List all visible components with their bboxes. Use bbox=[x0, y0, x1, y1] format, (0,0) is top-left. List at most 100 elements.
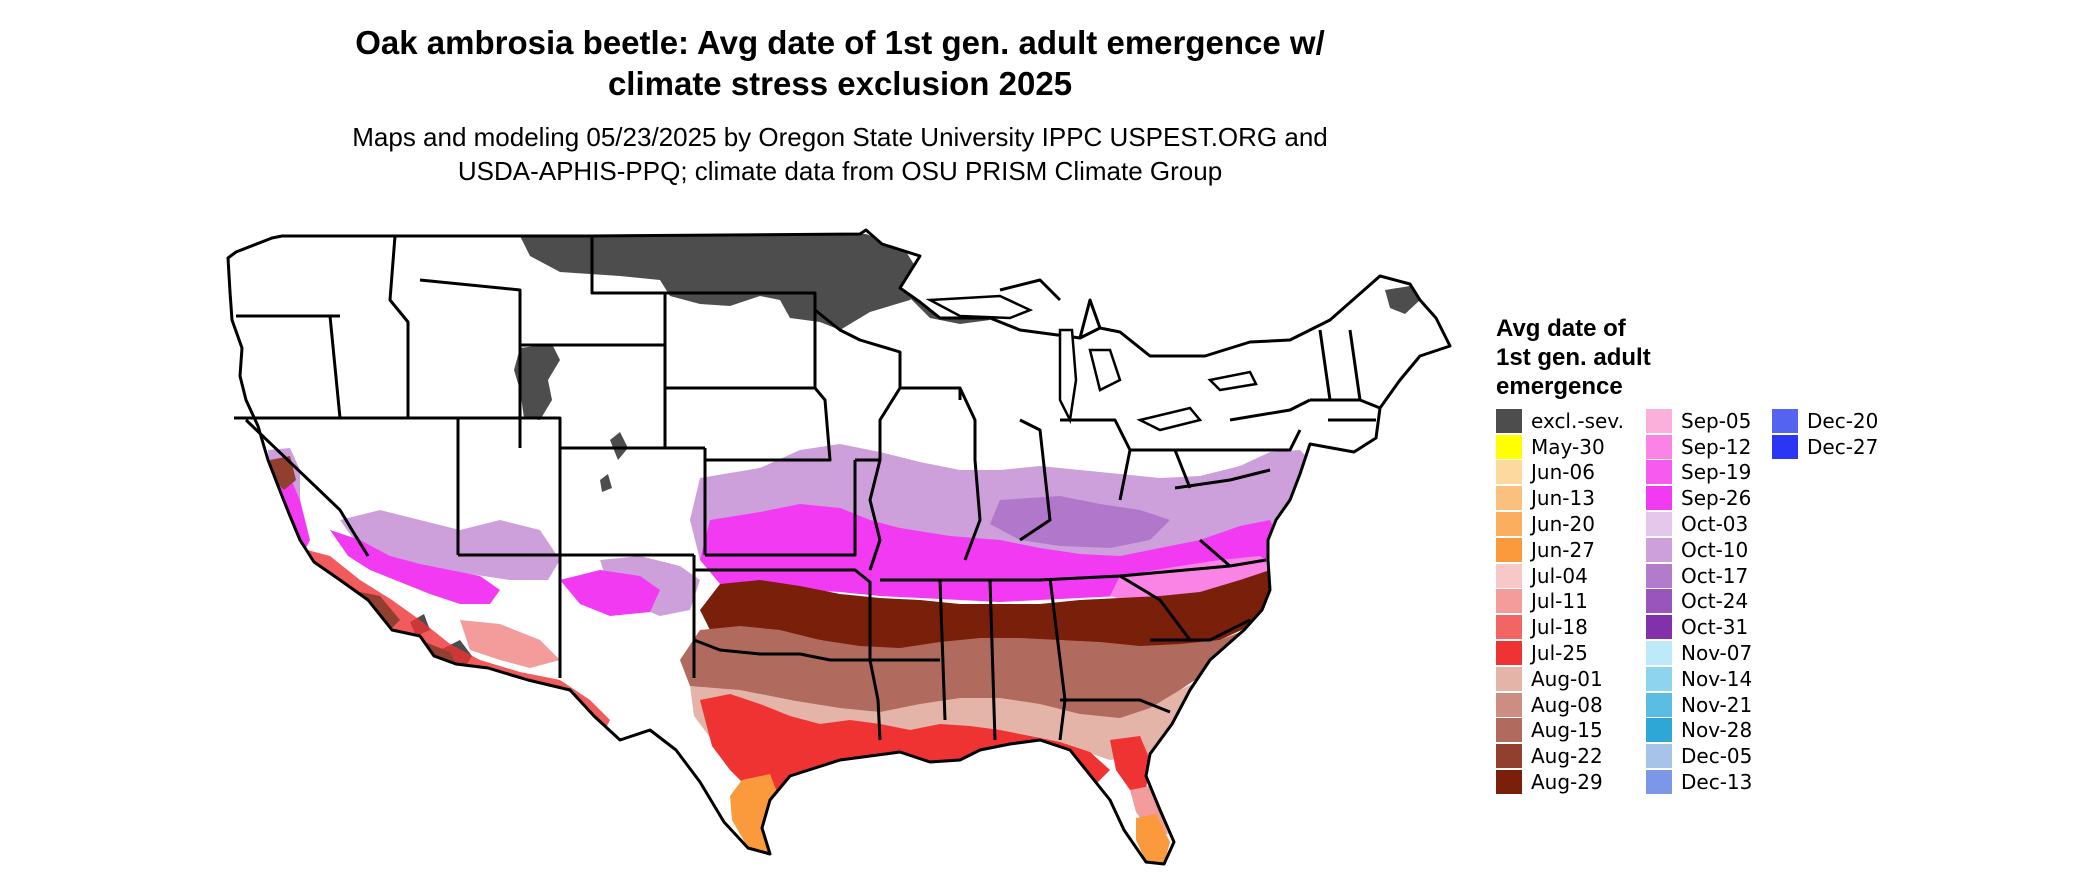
legend-swatch bbox=[1496, 718, 1522, 743]
legend-swatch bbox=[1496, 744, 1522, 769]
legend-swatch bbox=[1646, 770, 1672, 795]
legend-swatch bbox=[1646, 589, 1672, 614]
oct-zone-west bbox=[268, 448, 700, 616]
legend-title: Avg date of 1st gen. adult emergence bbox=[1496, 314, 1736, 401]
legend-item: Jun-20 bbox=[1496, 511, 1624, 537]
legend-swatch bbox=[1496, 408, 1522, 433]
legend-label: Dec-13 bbox=[1681, 770, 1753, 795]
legend-swatch bbox=[1496, 692, 1522, 717]
legend-swatch bbox=[1646, 486, 1672, 511]
legend-item: Jun-06 bbox=[1496, 460, 1624, 486]
sep-zone-west bbox=[262, 468, 660, 616]
legend-label: Nov-14 bbox=[1681, 666, 1753, 691]
legend-item: Sep-19 bbox=[1646, 460, 1752, 486]
legend-label: Jul-18 bbox=[1531, 615, 1588, 640]
legend-item: Nov-28 bbox=[1646, 718, 1752, 744]
map-title: Oak ambrosia beetle: Avg date of 1st gen… bbox=[260, 22, 1420, 104]
legend-item: Aug-15 bbox=[1496, 718, 1624, 744]
legend-label: Nov-07 bbox=[1681, 641, 1753, 666]
legend-swatch bbox=[1496, 460, 1522, 485]
legend-label: Aug-01 bbox=[1531, 666, 1603, 691]
legend-label: Oct-31 bbox=[1681, 615, 1749, 640]
legend-item: Jun-13 bbox=[1496, 485, 1624, 511]
oct-zone-deep bbox=[990, 496, 1170, 548]
great-lakes bbox=[925, 294, 1258, 432]
legend-item: Jun-27 bbox=[1496, 537, 1624, 563]
legend-label: Jul-25 bbox=[1531, 641, 1588, 666]
legend-swatch bbox=[1496, 589, 1522, 614]
legend-label: Sep-05 bbox=[1681, 408, 1752, 433]
legend-column-2: Sep-05 Sep-12 Sep-19 Sep-26 Oct-03 Oct-10 Oct-… bbox=[1646, 408, 1752, 795]
legend-label: Sep-19 bbox=[1681, 460, 1752, 485]
legend-swatch bbox=[1772, 434, 1798, 459]
legend-item: Dec-27 bbox=[1772, 434, 1878, 460]
legend-item: Aug-29 bbox=[1496, 769, 1624, 795]
legend-swatch bbox=[1496, 641, 1522, 666]
legend-label: Aug-08 bbox=[1531, 692, 1603, 717]
legend-label: Oct-10 bbox=[1681, 537, 1749, 562]
legend-label: Jun-20 bbox=[1531, 512, 1595, 537]
legend-item: Aug-01 bbox=[1496, 666, 1624, 692]
legend-item: Oct-24 bbox=[1646, 589, 1752, 615]
map-subtitle-line-1: Maps and modeling 05/23/2025 by Oregon S… bbox=[352, 122, 1328, 152]
legend-item: Dec-05 bbox=[1646, 743, 1752, 769]
legend-swatch bbox=[1772, 408, 1798, 433]
legend-label: Sep-12 bbox=[1681, 434, 1752, 459]
legend-item: Oct-31 bbox=[1646, 614, 1752, 640]
legend-item: excl.-sev. bbox=[1496, 408, 1624, 434]
map-title-line-2: climate stress exclusion 2025 bbox=[607, 65, 1073, 102]
legend-swatch bbox=[1496, 537, 1522, 562]
legend-item: Sep-26 bbox=[1646, 485, 1752, 511]
legend-item: Dec-20 bbox=[1772, 408, 1878, 434]
legend-item: Nov-14 bbox=[1646, 666, 1752, 692]
jun-zone-texas bbox=[730, 774, 780, 854]
legend-item: Jul-18 bbox=[1496, 614, 1624, 640]
legend-label: Jun-06 bbox=[1531, 460, 1595, 485]
legend-item: Oct-17 bbox=[1646, 563, 1752, 589]
legend-label: Nov-28 bbox=[1681, 718, 1753, 743]
legend-title-line-2: 1st gen. adult bbox=[1496, 344, 1651, 371]
legend-swatch bbox=[1496, 770, 1522, 795]
us-map bbox=[226, 228, 1452, 866]
legend-swatch bbox=[1496, 512, 1522, 537]
legend-swatch bbox=[1496, 486, 1522, 511]
jun-zone-florida bbox=[1136, 814, 1170, 864]
legend-label: Oct-24 bbox=[1681, 589, 1749, 614]
state-borders bbox=[226, 228, 1452, 866]
legend-label: Oct-17 bbox=[1681, 563, 1749, 588]
legend-item: Sep-12 bbox=[1646, 434, 1752, 460]
legend-item: Oct-03 bbox=[1646, 511, 1752, 537]
legend-item: Sep-05 bbox=[1646, 408, 1752, 434]
legend-swatch bbox=[1646, 744, 1672, 769]
jul-zone-florida bbox=[1110, 736, 1150, 790]
legend-swatch bbox=[1646, 563, 1672, 588]
legend-swatch bbox=[1496, 563, 1522, 588]
legend-swatch bbox=[1646, 666, 1672, 691]
legend-title-line-3: emergence bbox=[1496, 373, 1623, 400]
map-subtitle-line-2: USDA-APHIS-PPQ; climate data from OSU PR… bbox=[457, 156, 1223, 186]
aug-zone-mid bbox=[680, 626, 1250, 720]
legend-item: Aug-08 bbox=[1496, 692, 1624, 718]
legend-swatch bbox=[1646, 408, 1672, 433]
legend-item: Aug-22 bbox=[1496, 743, 1624, 769]
southwest-pink bbox=[460, 620, 560, 668]
legend-label: Sep-26 bbox=[1681, 486, 1752, 511]
legend-label: excl.-sev. bbox=[1531, 408, 1624, 433]
legend-item: Jul-04 bbox=[1496, 563, 1624, 589]
legend-swatch bbox=[1646, 692, 1672, 717]
legend-item: Jul-11 bbox=[1496, 589, 1624, 615]
legend-swatch bbox=[1646, 537, 1672, 562]
legend-swatch bbox=[1496, 615, 1522, 640]
legend-item: Nov-07 bbox=[1646, 640, 1752, 666]
legend-item: May-30 bbox=[1496, 434, 1624, 460]
legend-label: Jul-11 bbox=[1531, 589, 1588, 614]
legend-column-3: Dec-20 Dec-27 bbox=[1772, 408, 1878, 460]
legend-label: Aug-15 bbox=[1531, 718, 1603, 743]
legend: Avg date of 1st gen. adult emergence exc… bbox=[1496, 314, 2016, 804]
legend-swatch bbox=[1496, 434, 1522, 459]
legend-item: Dec-13 bbox=[1646, 769, 1752, 795]
legend-swatch bbox=[1646, 434, 1672, 459]
legend-swatch bbox=[1646, 615, 1672, 640]
legend-label: Oct-03 bbox=[1681, 512, 1749, 537]
legend-item: Oct-10 bbox=[1646, 537, 1752, 563]
